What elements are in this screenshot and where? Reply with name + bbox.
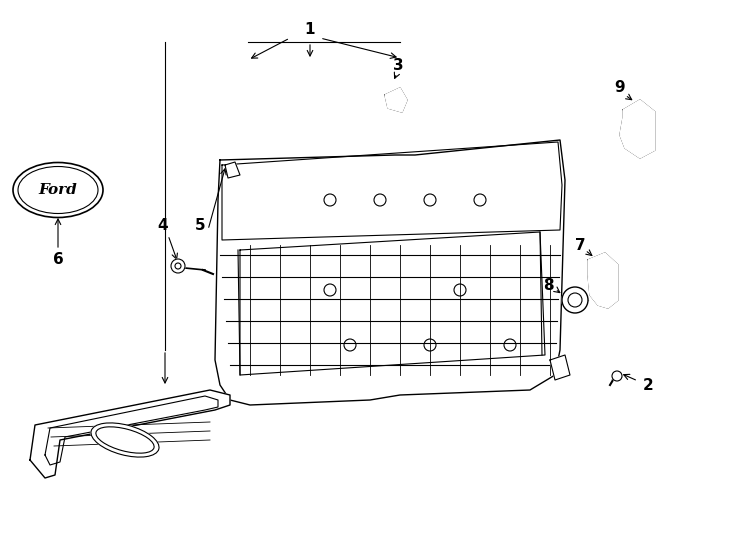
Polygon shape bbox=[550, 355, 570, 380]
Text: 7: 7 bbox=[575, 238, 585, 253]
Polygon shape bbox=[620, 100, 655, 158]
Text: 2: 2 bbox=[643, 377, 653, 393]
Text: 8: 8 bbox=[542, 278, 553, 293]
Polygon shape bbox=[385, 88, 407, 112]
Text: 4: 4 bbox=[158, 218, 168, 233]
Text: 9: 9 bbox=[614, 80, 625, 96]
Ellipse shape bbox=[13, 163, 103, 218]
Text: Ford: Ford bbox=[39, 183, 77, 197]
Circle shape bbox=[171, 259, 185, 273]
Text: 3: 3 bbox=[393, 57, 403, 72]
Polygon shape bbox=[30, 390, 230, 478]
Circle shape bbox=[612, 371, 622, 381]
Text: 6: 6 bbox=[53, 253, 63, 267]
Polygon shape bbox=[588, 253, 618, 308]
Ellipse shape bbox=[91, 423, 159, 457]
Text: 5: 5 bbox=[195, 218, 206, 233]
Text: 1: 1 bbox=[305, 23, 315, 37]
Circle shape bbox=[562, 287, 588, 313]
Polygon shape bbox=[225, 162, 240, 178]
